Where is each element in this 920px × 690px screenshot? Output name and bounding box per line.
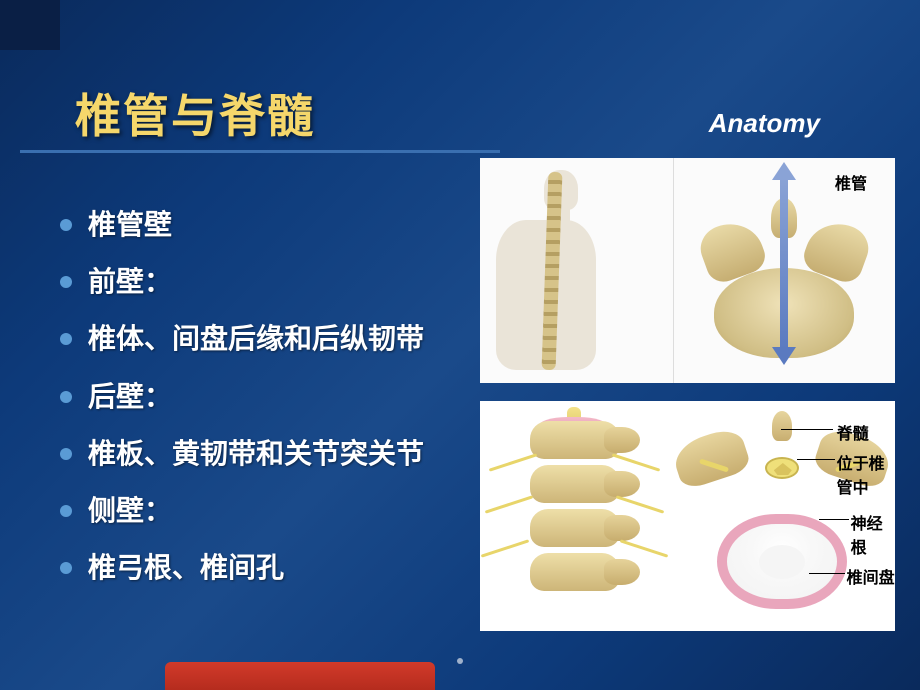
bullet-text: 侧壁：: [88, 491, 172, 530]
bullet-dot-icon: [60, 562, 72, 574]
figure-spine-sagittal: [480, 158, 674, 383]
bullet-text: 后壁：: [88, 377, 172, 416]
leader-line: [819, 519, 849, 520]
vertebra-segment: [530, 509, 620, 547]
label-canal: 椎管: [835, 170, 867, 194]
leader-line: [797, 459, 835, 460]
list-item: 椎体、间盘后缘和后纵韧带: [60, 319, 460, 358]
label-disc: 椎间盘: [847, 564, 895, 588]
list-item: 椎管壁: [60, 205, 460, 244]
bullet-text: 椎弓根、椎间孔: [88, 548, 284, 587]
bullet-text: 椎板、黄韧带和关节突关节: [88, 434, 424, 473]
image-area: 椎管: [480, 158, 895, 631]
cross-spinal-cord: [765, 457, 799, 479]
cross-disc-body: [717, 514, 847, 609]
bullet-text: 椎管壁: [88, 205, 172, 244]
canal-arrow-icon: [780, 176, 788, 351]
vertebra-stack: [520, 421, 630, 611]
vertebra-segment: [530, 421, 620, 459]
list-item: 前壁：: [60, 262, 460, 301]
bullet-text: 椎体、间盘后缘和后纵韧带: [88, 319, 424, 358]
bullet-dot-icon: [60, 505, 72, 517]
label-nerve-root: 神经根: [851, 510, 895, 558]
cross-nucleus: [759, 545, 805, 579]
cross-spinous-process: [772, 411, 792, 441]
list-item: 后壁：: [60, 377, 460, 416]
bullet-list: 椎管壁 前壁： 椎体、间盘后缘和后纵韧带 后壁： 椎板、黄韧带和关节突关节 侧壁…: [60, 205, 460, 605]
figure-bottom-row: 脊髓 位于椎管中 神经根 椎间盘: [480, 401, 895, 631]
leader-line: [809, 573, 845, 574]
slide-title: 椎管与脊髓: [75, 80, 315, 146]
cross-arch-left: [669, 425, 752, 491]
bullet-dot-icon: [60, 276, 72, 288]
figure-spine-lateral: [480, 401, 669, 631]
vertebra-segment: [530, 465, 620, 503]
figure-vertebra-top-view: 椎管: [674, 158, 895, 383]
bullet-dot-icon: [60, 333, 72, 345]
bullet-dot-icon: [60, 448, 72, 460]
list-item: 椎板、黄韧带和关节突关节: [60, 434, 460, 473]
bullet-text: 前壁：: [88, 262, 172, 301]
leader-line: [781, 429, 833, 430]
bottom-red-bar: [165, 662, 435, 690]
vertebra-segment: [530, 553, 620, 591]
list-item: 侧壁：: [60, 491, 460, 530]
title-underline: [20, 150, 500, 153]
subtitle: Anatomy: [709, 108, 820, 139]
label-spinal-cord: 脊髓: [837, 420, 869, 444]
bullet-dot-icon: [60, 391, 72, 403]
label-in-canal: 位于椎管中: [837, 450, 895, 498]
list-item: 椎弓根、椎间孔: [60, 548, 460, 587]
page-indicator-dot: [457, 658, 463, 664]
title-area: 椎管与脊髓 Anatomy: [75, 80, 890, 146]
figure-cross-section: 脊髓 位于椎管中 神经根 椎间盘: [669, 401, 895, 631]
corner-accent: [0, 0, 60, 50]
figure-top-row: 椎管: [480, 158, 895, 383]
bullet-dot-icon: [60, 219, 72, 231]
